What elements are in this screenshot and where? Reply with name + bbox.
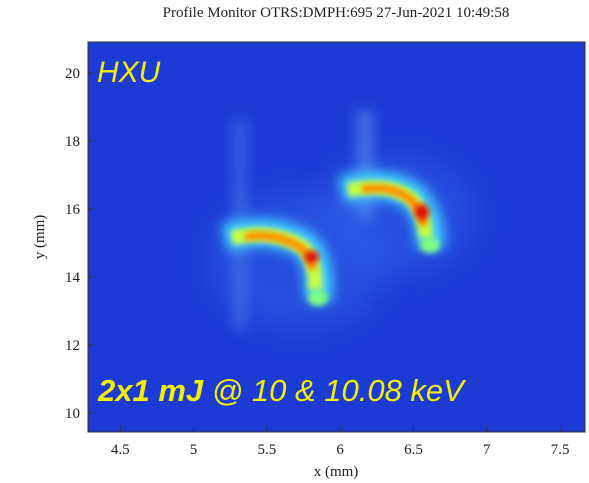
y-tick-label: 20 xyxy=(65,66,80,82)
beam-profile xyxy=(210,110,475,330)
chart-title: Profile Monitor OTRS:DMPH:695 27-Jun-202… xyxy=(163,5,510,21)
x-tick-label: 5.5 xyxy=(257,442,276,458)
y-tick-label: 12 xyxy=(65,338,80,354)
x-tick-label: 7 xyxy=(483,442,491,458)
x-tick-label: 4.5 xyxy=(111,442,130,458)
x-tick-label: 6 xyxy=(336,442,344,458)
annotation-bold: 2x1 mJ xyxy=(97,373,204,408)
frame xyxy=(87,41,586,433)
y-tick-label: 10 xyxy=(65,406,80,422)
x-tick-label: 5 xyxy=(190,442,198,458)
x-tick-label: 7.5 xyxy=(551,442,570,458)
annotation: HXU xyxy=(97,56,161,89)
annotation: 2x1 mJ @ 10 & 10.08 keV xyxy=(97,373,467,408)
y-tick-label: 16 xyxy=(65,202,81,218)
image-area xyxy=(87,41,586,433)
y-tick-label: 18 xyxy=(65,134,80,150)
y-tick-label: 14 xyxy=(65,270,81,286)
x-axis-label: x (mm) xyxy=(314,464,359,480)
x-tick-label: 6.5 xyxy=(404,442,423,458)
y-axis-label: y (mm) xyxy=(32,215,48,260)
annotation-text: @ 10 & 10.08 keV xyxy=(212,373,467,408)
